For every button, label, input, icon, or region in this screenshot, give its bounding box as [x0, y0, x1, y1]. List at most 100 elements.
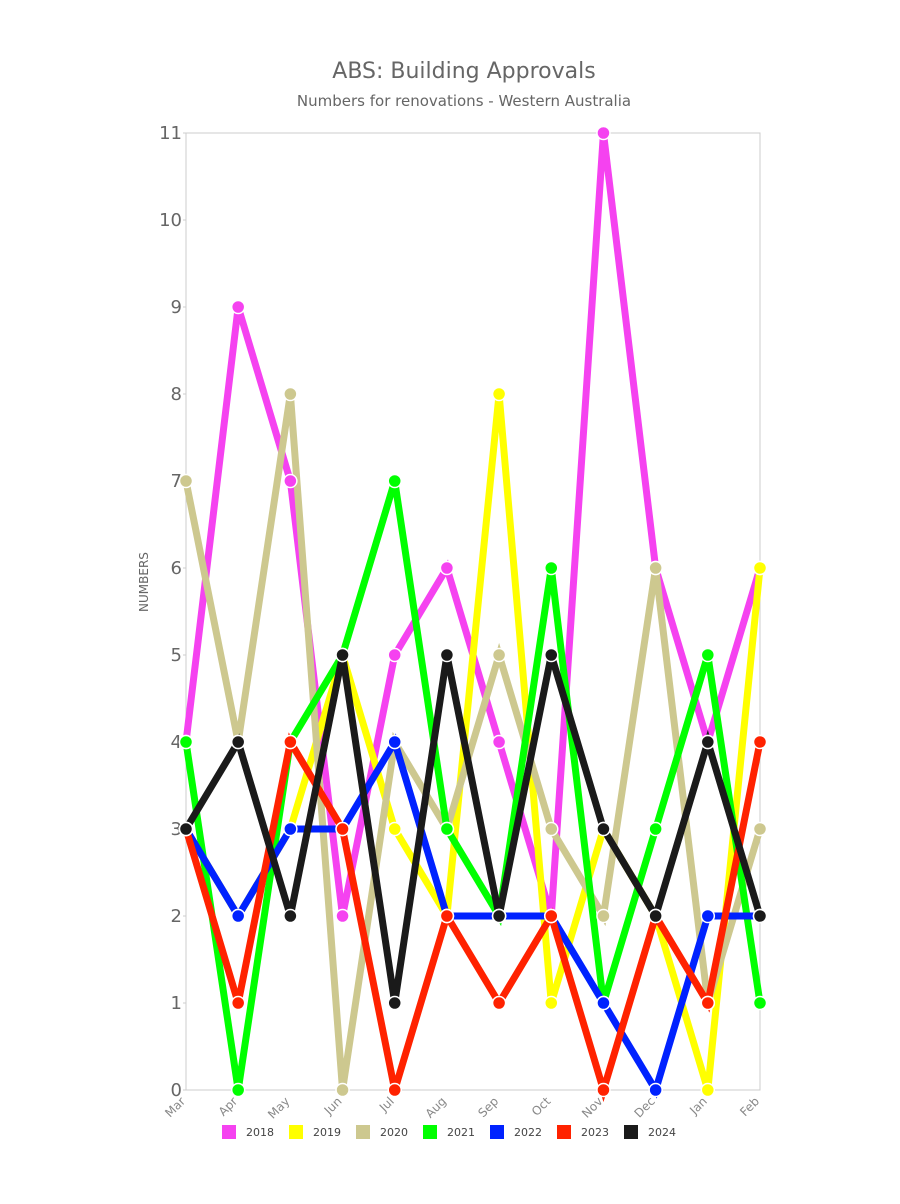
- legend-label: 2018: [246, 1126, 274, 1139]
- data-point: [596, 995, 611, 1011]
- legend-swatch: [423, 1125, 437, 1139]
- data-point: [491, 908, 507, 924]
- y-tick-label: 6: [171, 558, 182, 579]
- legend-label: 2023: [581, 1126, 609, 1139]
- x-tick-label: Nov: [579, 1094, 605, 1120]
- data-point: [648, 908, 663, 924]
- chart-subtitle: Numbers for renovations - Western Austra…: [297, 92, 631, 110]
- legend-swatch: [222, 1125, 236, 1139]
- data-point: [752, 560, 768, 576]
- x-tick-label: Feb: [737, 1094, 762, 1119]
- x-tick-label: Jun: [321, 1094, 345, 1118]
- legend-label: 2020: [380, 1126, 408, 1139]
- x-tick-label: Mar: [162, 1094, 188, 1120]
- data-point: [387, 473, 402, 489]
- data-point: [439, 647, 455, 663]
- data-point: [387, 734, 402, 750]
- data-point: [544, 995, 559, 1011]
- series-line: [182, 732, 764, 1103]
- y-tick-label: 3: [171, 819, 182, 840]
- data-point: [491, 734, 507, 750]
- data-point: [387, 1082, 402, 1098]
- x-tick-label: Oct: [529, 1094, 554, 1119]
- data-point: [752, 821, 768, 837]
- data-point: [700, 647, 716, 663]
- data-point: [491, 995, 507, 1011]
- data-point: [648, 821, 663, 837]
- data-point: [230, 908, 246, 924]
- chart-title: ABS: Building Approvals: [332, 59, 595, 84]
- x-tick-label: Apr: [216, 1094, 241, 1119]
- legend-swatch: [490, 1125, 504, 1139]
- data-point: [439, 908, 455, 924]
- data-point: [648, 1082, 663, 1098]
- data-point: [230, 995, 246, 1011]
- data-point: [387, 821, 402, 837]
- data-point: [700, 908, 716, 924]
- plot-frame: [185, 132, 761, 1091]
- data-point: [648, 560, 663, 576]
- data-point: [700, 995, 716, 1011]
- legend-label: 2021: [447, 1126, 475, 1139]
- x-tick-label: May: [265, 1094, 292, 1121]
- data-point: [544, 647, 559, 663]
- data-point: [700, 1082, 716, 1098]
- data-point: [596, 821, 611, 837]
- data-point: [491, 647, 507, 663]
- legend-swatch: [289, 1125, 303, 1139]
- data-point: [387, 995, 402, 1011]
- data-point: [544, 821, 559, 837]
- data-point: [335, 1082, 350, 1098]
- data-point: [283, 734, 298, 750]
- data-point: [283, 821, 298, 837]
- series-line: [182, 393, 764, 1091]
- data-point: [283, 473, 298, 489]
- series-line: [182, 733, 760, 1099]
- y-tick-label: 11: [159, 123, 182, 144]
- data-point: [596, 125, 611, 141]
- data-point: [230, 1082, 246, 1098]
- data-point: [491, 386, 507, 402]
- data-point: [283, 908, 298, 924]
- data-point: [230, 299, 246, 315]
- legend-swatch: [356, 1125, 370, 1139]
- data-point: [439, 560, 455, 576]
- legend-swatch: [624, 1125, 638, 1139]
- data-point: [178, 734, 194, 750]
- data-point: [178, 821, 194, 837]
- data-point: [230, 734, 246, 750]
- data-point: [544, 908, 559, 924]
- data-point: [335, 908, 350, 924]
- y-axis-label: NUMBERS: [137, 552, 151, 612]
- x-tick-label: Sep: [475, 1094, 501, 1120]
- data-point: [335, 821, 350, 837]
- data-point: [544, 560, 559, 576]
- data-point: [335, 647, 350, 663]
- y-tick-label: 5: [171, 645, 182, 666]
- data-point: [752, 734, 768, 750]
- y-tick-label: 1: [171, 993, 182, 1014]
- y-tick-label: 10: [159, 210, 182, 231]
- legend-swatch: [557, 1125, 571, 1139]
- x-tick-label: Dec: [631, 1094, 657, 1120]
- y-tick-label: 9: [171, 297, 182, 318]
- series-line: [182, 653, 764, 1004]
- legend-label: 2024: [648, 1126, 676, 1139]
- data-point: [752, 995, 768, 1011]
- data-point: [439, 821, 455, 837]
- data-point: [596, 1082, 611, 1098]
- y-tick-label: 0: [171, 1080, 182, 1101]
- legend-label: 2022: [514, 1126, 542, 1139]
- data-point: [700, 734, 716, 750]
- x-tick-label: Aug: [423, 1094, 449, 1120]
- y-tick-label: 4: [171, 732, 182, 753]
- x-tick-label: Jul: [376, 1094, 397, 1115]
- x-tick-label: Jan: [686, 1094, 710, 1118]
- data-point: [387, 647, 402, 663]
- data-point: [178, 473, 194, 489]
- y-tick-label: 7: [171, 471, 182, 492]
- data-point: [752, 908, 768, 924]
- y-tick-label: 8: [171, 384, 182, 405]
- data-point: [283, 386, 298, 402]
